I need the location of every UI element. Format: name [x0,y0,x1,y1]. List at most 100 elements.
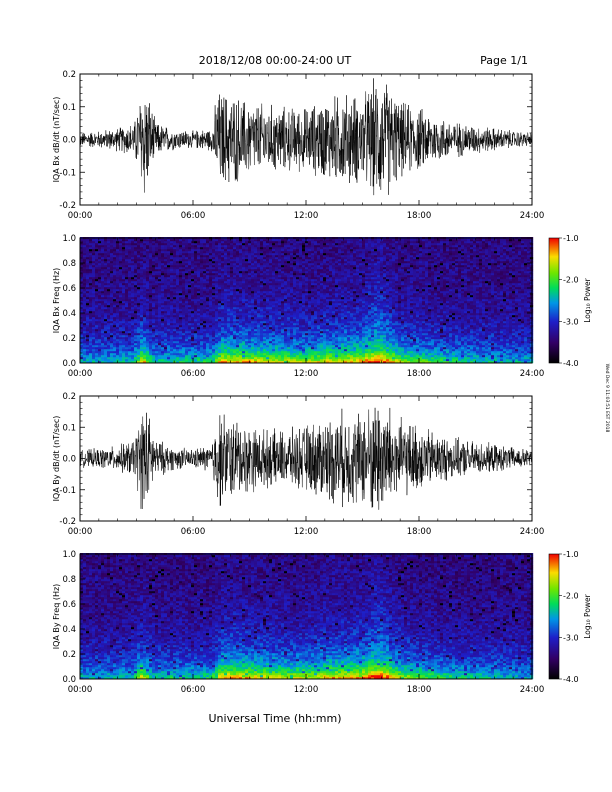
spectrogram-cell [107,361,111,364]
spectrogram-cell [215,299,219,302]
spectrogram-cell [293,263,297,266]
spectrogram-cell [95,261,99,264]
spectrogram-cell [146,279,150,282]
spectrogram-cell [311,353,315,356]
spectrogram-cell [158,295,162,298]
spectrogram-cell [158,335,162,338]
spectrogram-cell [164,347,168,350]
spectrogram-cell [278,271,282,274]
spectrogram-cell [125,315,129,318]
spectrogram-cell [188,251,192,254]
spectrogram-cell [215,361,219,364]
spectrogram-cell [122,361,126,364]
spectrogram-cell [278,325,282,328]
spectrogram-cell [230,285,234,288]
spectrogram-cell [116,269,120,272]
spectrogram-cell [257,279,261,282]
spectrogram-cell [86,273,90,276]
spectrogram-cell [290,267,294,270]
spectrogram-cell [110,241,114,244]
spectrogram-cell [197,245,201,248]
spectrogram-cell [275,273,279,276]
spectrogram-cell [80,319,84,322]
spectrogram-cell [95,263,99,266]
spectrogram-cell [248,355,252,358]
spectrogram-cell [122,253,126,256]
spectrogram-cell [281,291,285,294]
spectrogram-cell [176,317,180,320]
spectrogram-cell [185,335,189,338]
spectrogram-cell [101,347,105,350]
spectrogram-cell [197,287,201,290]
spectrogram-cell [182,307,186,310]
spectrogram-cell [191,329,195,332]
spectrogram-cell [278,313,282,316]
spectrogram-cell [257,253,261,256]
spectrogram-cell [299,259,303,262]
spectrogram-cell [161,337,165,340]
spectrogram-cell [152,281,156,284]
spectrogram-cell [122,239,126,242]
spectrogram-cell [206,265,210,268]
spectrogram-cell [134,257,138,260]
spectrogram-cell [146,317,150,320]
spectrogram-cell [143,297,147,300]
spectrogram-cell [95,301,99,304]
spectrogram-cell [278,311,282,314]
spectrogram-cell [221,299,225,302]
spectrogram-cell [200,285,204,288]
spectrogram-cell [263,255,267,258]
spectrogram-cell [83,313,87,316]
spectrogram-cell [305,329,309,332]
spectrogram-cell [161,241,165,244]
spectrogram-cell [161,291,165,294]
spectrogram-cell [287,341,291,344]
spectrogram-cell [116,341,120,344]
spectrogram-cell [248,343,252,346]
spectrogram-cell [302,245,306,248]
spectrogram-cell [101,257,105,260]
spectrogram-cell [128,327,132,330]
spectrogram-cell [116,315,120,318]
spectrogram-cell [212,259,216,262]
spectrogram-cell [230,287,234,290]
spectrogram-cell [167,299,171,302]
spectrogram-cell [269,257,273,260]
spectrogram-cell [173,351,177,354]
spectrogram-cell [185,283,189,286]
spectrogram-cell [125,353,129,356]
spectrogram-cell [170,287,174,290]
spectrogram-cell [86,263,90,266]
spectrogram-cell [176,281,180,284]
spectrogram-cell [236,269,240,272]
spectrogram-cell [122,321,126,324]
spectrogram-cell [167,257,171,260]
spectrogram-cell [95,251,99,254]
spectrogram-cell [128,289,132,292]
spectrogram-cell [302,321,306,324]
spectrogram-cell [137,243,141,246]
spectrogram-cell [287,337,291,340]
spectrogram-cell [158,285,162,288]
spectrogram-cell [242,243,246,246]
spectrogram-cell [311,293,315,296]
spectrogram-cell [290,317,294,320]
spectrogram-cell [149,313,153,316]
spectrogram-cell [161,329,165,332]
spectrogram-cell [197,325,201,328]
spectrogram-cell [89,345,93,348]
spectrogram-cell [122,277,126,280]
spectrogram-cell [266,259,270,262]
spectrogram-cell [278,273,282,276]
spectrogram-cell [227,327,231,330]
spectrogram-cell [80,243,84,246]
spectrogram-cell [152,247,156,250]
spectrogram-cell [92,243,96,246]
spectrogram-cell [146,259,150,262]
spectrogram-cell [257,305,261,308]
spectrogram-cell [209,325,213,328]
spectrogram-cell [128,361,132,364]
spectrogram-cell [131,259,135,262]
spectrogram-cell [164,249,168,252]
x-tick-label: 18:00 [407,211,432,221]
